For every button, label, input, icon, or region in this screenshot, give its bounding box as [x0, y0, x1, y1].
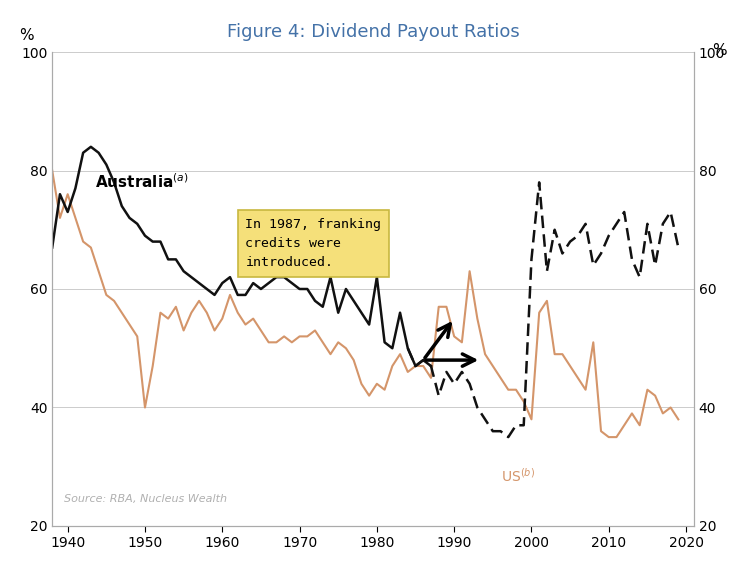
Text: US$^{(b)}$: US$^{(b)}$: [501, 466, 535, 484]
Text: Figure 4: Dividend Payout Ratios: Figure 4: Dividend Payout Ratios: [227, 23, 519, 41]
Text: Source: RBA, Nucleus Wealth: Source: RBA, Nucleus Wealth: [64, 494, 227, 504]
Y-axis label: %: %: [712, 43, 727, 58]
Y-axis label: %: %: [19, 28, 34, 43]
Text: Australia$^{(a)}$: Australia$^{(a)}$: [95, 173, 189, 191]
Text: In 1987, franking
credits were
introduced.: In 1987, franking credits were introduce…: [245, 218, 381, 269]
